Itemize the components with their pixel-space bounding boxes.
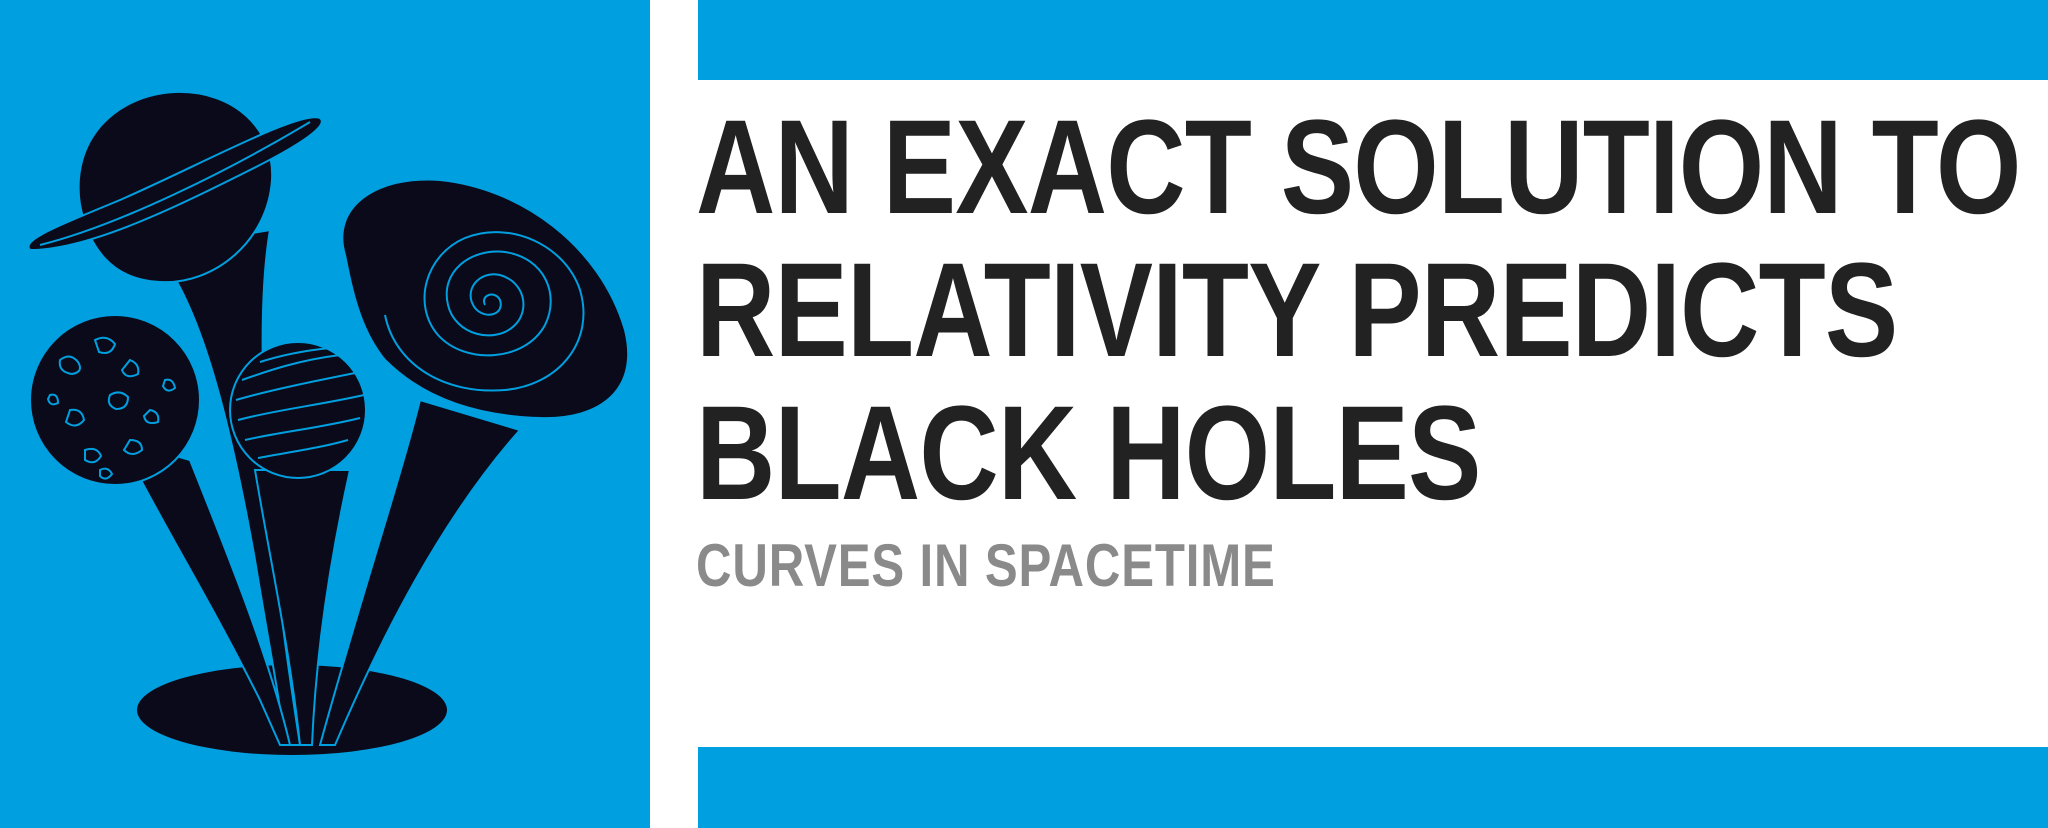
article-subtitle: CURVES IN SPACETIME bbox=[696, 532, 1276, 599]
illustration-panel bbox=[0, 0, 650, 828]
ringed-planet bbox=[27, 90, 323, 284]
stream-to-striped-planet bbox=[253, 469, 352, 746]
bottom-accent-band bbox=[698, 747, 2048, 828]
headline-line-2: RELATIVITY PREDICTS bbox=[696, 236, 1898, 385]
article-headline: AN EXACT SOLUTION TO RELATIVITY PREDICTS… bbox=[696, 93, 2021, 528]
top-accent-band bbox=[698, 0, 2048, 80]
textured-planet bbox=[29, 314, 201, 486]
stream-to-spiral-galaxy bbox=[318, 398, 522, 746]
spiral-galaxy bbox=[341, 178, 630, 420]
striped-planet bbox=[229, 341, 367, 479]
planets-black-hole-illustration bbox=[27, 90, 630, 755]
headline-line-3: BLACK HOLES bbox=[696, 379, 1481, 528]
stream-to-textured-planet bbox=[118, 438, 292, 746]
headline-line-1: AN EXACT SOLUTION TO bbox=[696, 93, 2021, 242]
